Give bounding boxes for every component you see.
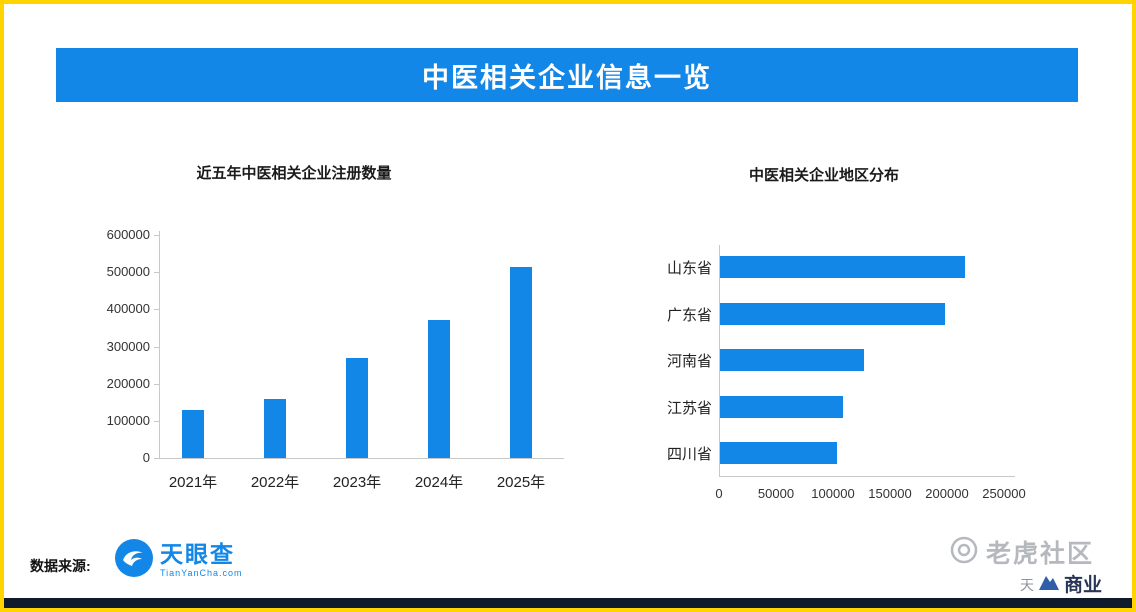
left-chart-y-tick-mark [154,458,159,459]
right-chart-x-tick-label: 250000 [982,486,1026,501]
left-chart-bar [346,357,368,458]
right-chart-category-label: 江苏省 [666,399,712,417]
partial-watermark: 天 商业 [1020,570,1102,597]
left-chart-y-tick-label: 100000 [106,412,150,428]
page-title: 中医相关企业信息一览 [422,62,712,93]
left-chart-title: 近五年中医相关企业注册数量 [196,165,392,182]
left-chart-bar [182,409,204,458]
right-chart-x-tick-label: 100000 [811,486,855,501]
right-chart-bar [720,256,966,278]
left-chart-y-tick-label: 0 [142,450,150,465]
right-chart-title: 中医相关企业地区分布 [748,167,899,184]
right-chart-category-label: 河南省 [666,353,712,370]
left-chart-y-tick-mark [154,235,159,236]
page-title-banner: 中医相关企业信息一览 [56,48,1078,102]
tianyancha-text-block: 天眼查 TianYanCha.com [160,543,243,578]
bottom-dark-strip [4,598,1132,608]
right-chart-category-label: 广东省 [666,306,712,324]
tianyancha-name: 天眼查 [160,541,235,567]
left-chart-y-tick-label: 500000 [106,264,150,280]
left-chart-bar [510,266,532,458]
right-chart-x-tick-label: 0 [715,486,723,501]
right-chart-bar [720,349,864,371]
left-chart-category-label: 2025年 [496,474,546,491]
right-chart-bar [720,395,844,418]
left-chart-category-label: 2024年 [414,474,464,491]
left-chart-y-tick-mark [154,383,159,385]
right-chart-x-tick-label: 50000 [757,486,795,501]
left-chart-y-tick-label: 600000 [106,227,150,242]
left-chart-bar [428,320,450,458]
tiger-community-watermark-text: 老虎社区 [986,540,1095,568]
right-chart-bar [720,302,945,325]
mountain-logo-icon [1037,572,1061,597]
partial-watermark-prefix: 天 [1020,577,1034,593]
infographic-canvas: 中医相关企业信息一览 近五年中医相关企业注册数量 中医相关企业地区分布 数据来源… [4,4,1132,608]
right-chart-category-label: 四川省 [666,446,712,463]
right-chart-x-axis-line [719,476,1015,477]
tianyancha-domain: TianYanCha.com [160,568,243,578]
left-chart-x-axis-line [159,458,564,459]
tianyancha-logo: 天眼查 TianYanCha.com [114,538,243,583]
camera-circle-icon [950,536,978,569]
left-chart-category-label: 2022年 [250,474,300,491]
tiger-community-watermark: 老虎社区 [950,534,1094,570]
left-chart-y-tick-label: 300000 [106,338,150,354]
right-chart-category-label: 山东省 [666,260,712,277]
left-chart-y-tick-mark [154,272,159,274]
data-source-label: 数据来源: [30,558,91,574]
tianyancha-swirl-icon [114,538,154,583]
left-chart-y-tick-mark [154,309,159,311]
right-chart-x-tick-label: 150000 [868,486,912,501]
left-chart-y-tick-label: 200000 [106,375,150,391]
left-chart-y-tick-label: 400000 [106,301,150,317]
left-chart-bar [264,398,286,458]
left-chart-y-tick-mark [154,420,159,422]
partial-watermark-suffix: 商业 [1064,575,1103,596]
left-chart-y-axis-line [159,231,160,459]
right-chart-y-axis-line [719,245,720,476]
left-chart-category-label: 2023年 [332,474,382,491]
right-chart-x-tick-label: 200000 [925,486,969,501]
left-chart-y-tick-mark [154,346,159,348]
left-chart-category-label: 2021年 [168,474,218,491]
right-chart-bar [720,442,838,464]
